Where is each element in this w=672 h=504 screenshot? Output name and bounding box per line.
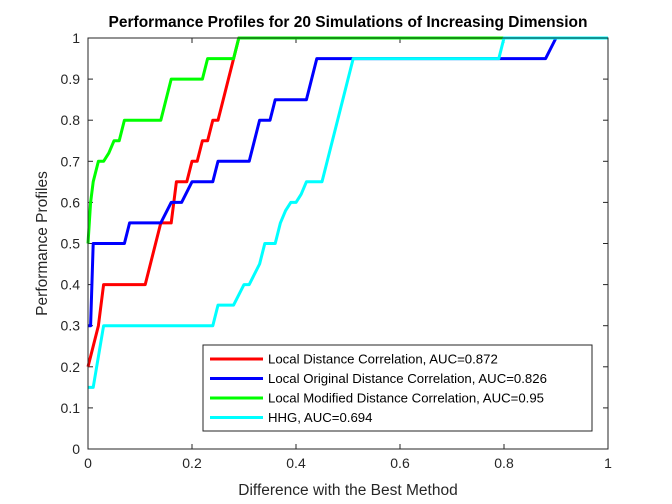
chart-title: Performance Profiles for 20 Simulations … xyxy=(109,14,588,31)
y-tick-label: 0.4 xyxy=(61,277,81,293)
series-line-1 xyxy=(86,36,608,368)
legend-label: HHG, AUC=0.694 xyxy=(268,410,372,425)
x-tick-label: 0 xyxy=(84,455,92,471)
y-tick-label: 0.9 xyxy=(61,71,81,87)
y-tick-label: 0.5 xyxy=(61,236,81,252)
series-lines xyxy=(86,36,608,389)
y-tick-label: 0.2 xyxy=(61,359,81,375)
y-tick-label: 0.6 xyxy=(61,194,81,210)
y-tick-label: 0 xyxy=(72,441,80,457)
y-tick-label: 0.1 xyxy=(61,400,81,416)
y-tick-label: 0.8 xyxy=(61,112,81,128)
axes-box xyxy=(87,37,609,450)
legend-box xyxy=(202,344,593,432)
x-tick-label: 0.8 xyxy=(494,455,514,471)
y-tick-label: 0.3 xyxy=(61,318,81,334)
legend: Local Distance Correlation, AUC=0.872 Loc… xyxy=(202,344,593,432)
x-tick-label: 0.4 xyxy=(286,455,306,471)
legend-label: Local Original Distance Correlation, AUC… xyxy=(268,371,547,386)
x-axis-label: Difference with the Best Method xyxy=(238,482,457,499)
series-line-4 xyxy=(88,36,608,389)
y-axis-label: Performance Profiles xyxy=(34,171,51,316)
x-tick-label: 0.2 xyxy=(182,455,202,471)
x-tick-label: 0.6 xyxy=(390,455,410,471)
y-tick-label: 0.7 xyxy=(61,153,81,169)
axis-ticks: 0 0.2 0.4 0.6 0.8 1 0 0.1 0.2 0.3 0.4 0.5 0.6 0.7 0.8 0… xyxy=(61,30,613,471)
legend-label: Local Modified Distance Correlation, AUC… xyxy=(268,391,544,406)
legend-label: Local Distance Correlation, AUC=0.872 xyxy=(268,352,498,367)
y-tick-label: 1 xyxy=(72,30,80,46)
series-line-3 xyxy=(86,36,608,244)
x-tick-label: 1 xyxy=(604,455,612,471)
